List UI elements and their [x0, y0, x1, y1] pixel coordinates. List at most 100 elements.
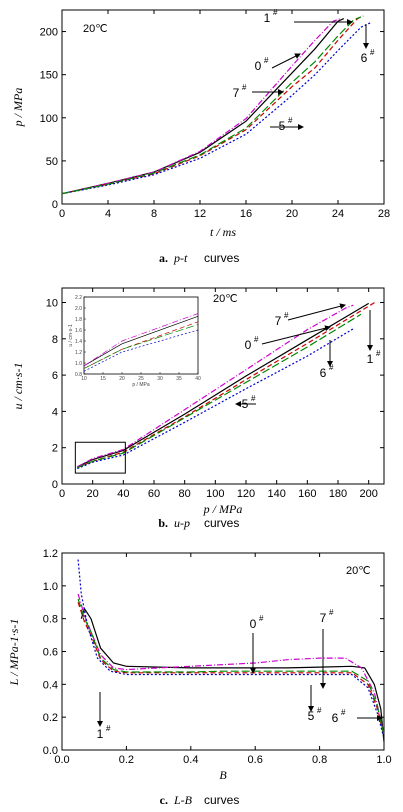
caption-rest: curves: [204, 516, 239, 530]
x-tick-label: 0.6: [248, 754, 263, 766]
x-tick-label: 20: [286, 208, 298, 220]
series-line-6: [77, 328, 354, 470]
annotation-sup: #: [106, 724, 111, 733]
annotation-sup: #: [376, 349, 381, 358]
annotation-label: 7: [275, 314, 282, 328]
series-line-1: [77, 304, 354, 468]
x-axis-label: B: [219, 768, 227, 782]
annotation-sup: #: [273, 8, 278, 17]
zoom-box: [74, 441, 126, 474]
y-tick-label: 100: [40, 113, 58, 125]
annotation-label: 6: [320, 366, 327, 380]
annotation-label: 5: [279, 119, 286, 133]
inset-y-tick-label: 0.8: [75, 372, 82, 378]
series-line-7: [77, 598, 385, 736]
y-tick-label: 50: [46, 156, 58, 168]
series-line-5: [77, 301, 377, 469]
y-tick-label: 0: [52, 199, 58, 211]
caption-title: L-B: [173, 793, 193, 807]
y-tick-label: 4: [52, 406, 58, 418]
series-line-0: [61, 18, 345, 195]
inset-x-label: p / MPa: [132, 382, 149, 388]
inset-y-tick-label: 1.8: [75, 317, 82, 323]
y-tick-label: 2: [52, 443, 58, 455]
y-axis-label: L / MPa-1·s-1: [7, 619, 21, 687]
series-line-6: [61, 22, 371, 195]
caption-rest: curves: [204, 793, 239, 807]
annotation-arrow: [261, 325, 331, 345]
caption-title: u-p: [174, 516, 190, 530]
y-tick-label: 1.0: [43, 581, 58, 593]
inset-y-tick-label: 1.4: [75, 339, 82, 345]
x-tick-label: 28: [378, 208, 390, 220]
y-tick-label: 0: [52, 479, 58, 491]
x-tick-label: 180: [329, 488, 347, 500]
series-line-6: [77, 559, 385, 739]
caption: b. u-p curves: [158, 516, 239, 530]
x-tick-label: 160: [298, 488, 316, 500]
inset-x-tick-label: 25: [138, 376, 144, 382]
annotation-sup: #: [254, 335, 259, 344]
x-tick-label: 20: [87, 488, 99, 500]
inset-y-label: u / cm·s-1: [68, 324, 74, 346]
plot-frame: [61, 287, 385, 485]
annotation-label: 1: [97, 727, 104, 741]
annotation-sup: #: [329, 363, 334, 372]
inset-y-tick-label: 2.2: [75, 295, 82, 301]
series-line-0: [77, 302, 370, 468]
y-axis-label: p / MPa: [11, 88, 25, 128]
x-tick-label: 0.2: [119, 754, 134, 766]
x-tick-label: 40: [117, 488, 129, 500]
caption: a. p-t curves: [159, 251, 239, 265]
x-tick-label: 16: [240, 208, 252, 220]
x-tick-label: 4: [105, 208, 111, 220]
x-tick-label: 12: [194, 208, 206, 220]
inset-series-line: [83, 321, 199, 369]
y-tick-label: 0.0: [43, 745, 58, 757]
inset-plot: 10 15 20 25 30 35 40 0.8 1.0 1.2 1.4 1.6 1.8 2.0 2.2 p …: [68, 295, 201, 388]
caption-title: p-t: [173, 251, 188, 265]
inset-y-tick-label: 1.6: [75, 328, 82, 334]
series-line-7: [77, 313, 362, 469]
series-line-0: [80, 607, 385, 742]
annotation-arrow: [271, 53, 301, 69]
annotation-sup: #: [317, 706, 322, 715]
caption-letter: b.: [158, 516, 168, 530]
x-tick-label: 1.0: [376, 754, 391, 766]
annotation-sup: #: [370, 48, 375, 57]
inset-series-line: [83, 324, 199, 369]
caption-letter: c.: [160, 793, 168, 807]
inset-y-tick-label: 2.0: [75, 306, 82, 312]
annotation-label: 7: [320, 611, 327, 625]
annotation-label: 0: [255, 59, 262, 73]
y-tick-label: 0.8: [43, 614, 58, 626]
y-tick-label: 6: [52, 370, 58, 382]
annotation-label: 5: [308, 709, 315, 723]
inset-x-tick-label: 20: [119, 376, 125, 382]
temperature-label: 20℃: [213, 293, 238, 305]
inset-y-tick-label: 1.0: [75, 361, 82, 367]
y-tick-label: 1.2: [43, 548, 58, 560]
annotation-label: 1: [367, 352, 374, 366]
x-axis-label: p / MPa: [203, 502, 243, 516]
x-tick-label: 100: [206, 488, 224, 500]
annotation-label: 6: [332, 711, 339, 725]
annotation-label: 0: [245, 338, 252, 352]
y-tick-label: 10: [46, 298, 58, 310]
y-tick-label: 0.6: [43, 647, 58, 659]
annotation-label: 1: [264, 11, 271, 25]
inset-x-tick-label: 15: [100, 376, 106, 382]
x-tick-label: 8: [151, 208, 157, 220]
inset-series-line: [83, 315, 199, 367]
x-tick-label: 140: [267, 488, 285, 500]
annotation-label: 6: [361, 51, 368, 65]
inset-x-tick-label: 30: [157, 376, 163, 382]
annotation-label: 7: [233, 86, 240, 100]
inset-x-tick-label: 35: [176, 376, 182, 382]
annotation-label: 0: [250, 617, 257, 631]
temperature-label: 20℃: [83, 23, 108, 35]
series-line-7: [61, 16, 362, 195]
chart-lb: 0.0 0.2 0.4 0.6 0.8 1.0 0.0 0.2 0.4 0.6 0.8 1.0 1.2 B…: [7, 548, 392, 807]
